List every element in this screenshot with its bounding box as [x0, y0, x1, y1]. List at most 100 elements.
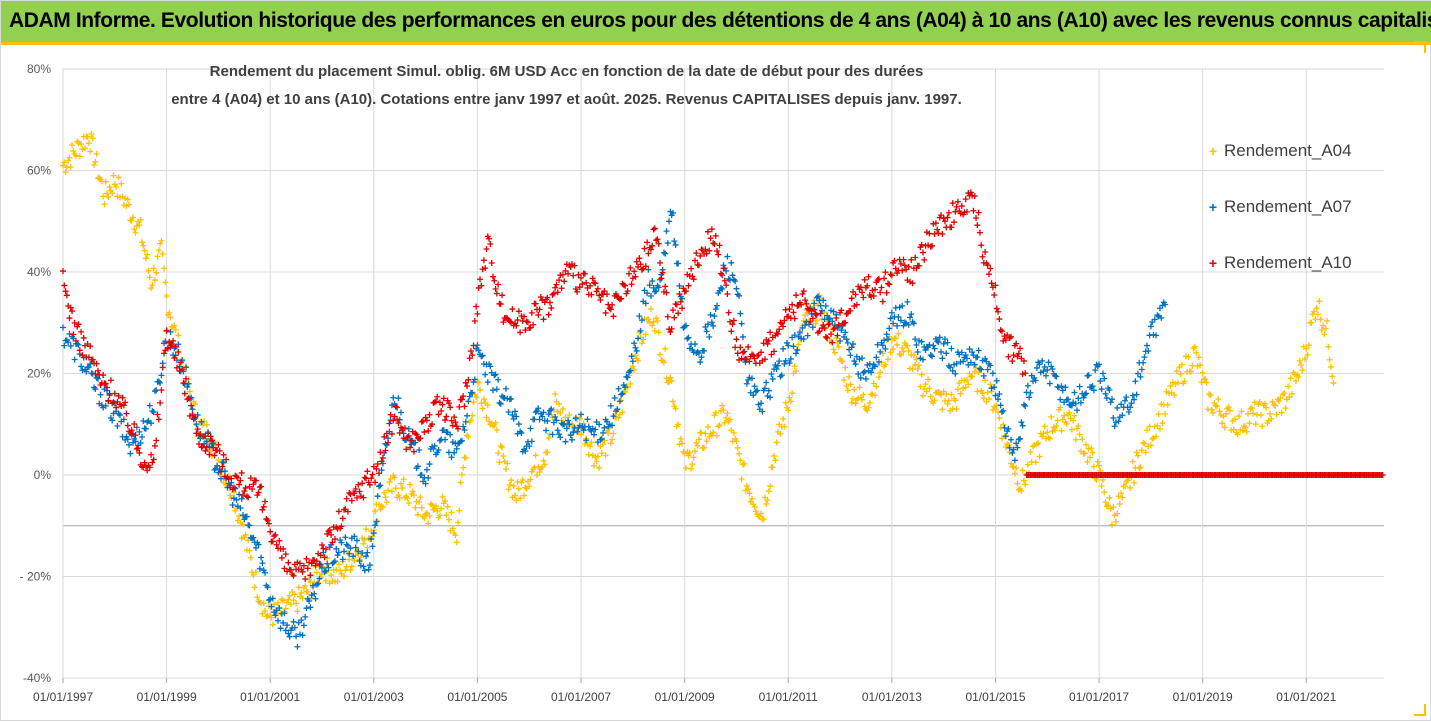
- data-point: [146, 274, 153, 281]
- data-point: [587, 443, 594, 450]
- data-point: [976, 229, 983, 236]
- data-point: [1072, 400, 1079, 407]
- data-point: [432, 398, 439, 405]
- data-point: [1213, 403, 1220, 410]
- data-point: [185, 395, 192, 402]
- data-point: [537, 294, 544, 301]
- data-point: [1202, 376, 1209, 383]
- data-point: [1269, 398, 1276, 405]
- data-point: [104, 190, 111, 197]
- chart-title-line2: entre 4 (A04) et 10 ans (A10). Cotations…: [171, 91, 962, 108]
- data-point: [706, 247, 713, 254]
- data-point: [750, 501, 757, 508]
- data-point: [1032, 459, 1039, 466]
- data-point: [511, 408, 518, 415]
- data-point: [1140, 439, 1147, 446]
- data-point: [1096, 361, 1103, 368]
- data-point: [236, 481, 243, 488]
- data-point: [361, 567, 368, 574]
- data-point: [561, 420, 568, 427]
- data-point: [711, 313, 718, 320]
- data-point: [1121, 483, 1128, 490]
- data-point: [425, 520, 432, 527]
- data-point: [170, 337, 177, 344]
- data-point: [1039, 433, 1046, 440]
- data-point: [638, 317, 645, 324]
- data-point: [115, 392, 122, 399]
- data-point: [635, 357, 642, 364]
- data-point: [879, 298, 886, 305]
- data-point: [101, 201, 108, 208]
- data-point: [787, 355, 794, 362]
- data-point: [1090, 387, 1097, 394]
- data-point: [663, 375, 670, 382]
- data-point: [106, 390, 113, 397]
- data-point: [1042, 372, 1049, 379]
- data-point: [343, 541, 350, 548]
- data-point: [462, 418, 469, 425]
- data-point: [85, 140, 92, 147]
- data-point: [1137, 373, 1144, 380]
- data-point: [1020, 401, 1027, 408]
- data-point: [311, 590, 318, 597]
- data-point: [662, 345, 669, 352]
- data-point: [1212, 402, 1219, 409]
- data-point: [250, 534, 257, 541]
- data-point: [122, 399, 129, 406]
- data-point: [307, 604, 314, 611]
- data-point: [1090, 463, 1097, 470]
- data-point: [67, 163, 74, 170]
- data-point: [667, 374, 674, 381]
- data-point: [556, 431, 563, 438]
- y-tick-label: 40%: [27, 265, 51, 279]
- data-point: [412, 439, 419, 446]
- data-point: [159, 250, 166, 257]
- data-point: [1296, 357, 1303, 364]
- data-point: [848, 399, 855, 406]
- data-point: [379, 504, 386, 511]
- data-point: [985, 396, 992, 403]
- data-point: [566, 421, 573, 428]
- data-point: [1089, 383, 1096, 390]
- data-point: [1329, 373, 1336, 380]
- data-point: [1008, 333, 1015, 340]
- data-point: [426, 461, 433, 468]
- data-point: [737, 457, 744, 464]
- data-point: [495, 376, 502, 383]
- data-point: [502, 466, 509, 473]
- data-point: [497, 443, 504, 450]
- data-point: [1112, 518, 1119, 525]
- data-point: [561, 278, 568, 285]
- data-point: [155, 247, 162, 254]
- data-point: [919, 249, 926, 256]
- data-point: [508, 477, 515, 484]
- data-point: [1057, 396, 1064, 403]
- data-point: [712, 232, 719, 239]
- data-point: [1006, 335, 1013, 342]
- data-point: [624, 374, 631, 381]
- data-point: [944, 214, 951, 221]
- data-point: [894, 270, 901, 277]
- data-point: [644, 239, 651, 246]
- data-point: [405, 432, 412, 439]
- data-point: [194, 426, 201, 433]
- data-point: [355, 548, 362, 555]
- data-point: [1017, 435, 1024, 442]
- data-point: [886, 325, 893, 332]
- data-point: [260, 600, 267, 607]
- data-point: [1123, 394, 1130, 401]
- data-point: [553, 417, 560, 424]
- data-point: [861, 403, 868, 410]
- data-point: [759, 408, 766, 415]
- data-point: [851, 358, 858, 365]
- data-point: [497, 301, 504, 308]
- data-point: [238, 469, 245, 476]
- data-point: [543, 427, 550, 434]
- data-point: [844, 387, 851, 394]
- data-point: [954, 386, 961, 393]
- data-point: [548, 406, 555, 413]
- data-point: [817, 310, 824, 317]
- data-point: [717, 284, 724, 291]
- data-point: [1141, 354, 1148, 361]
- data-point: [161, 265, 168, 272]
